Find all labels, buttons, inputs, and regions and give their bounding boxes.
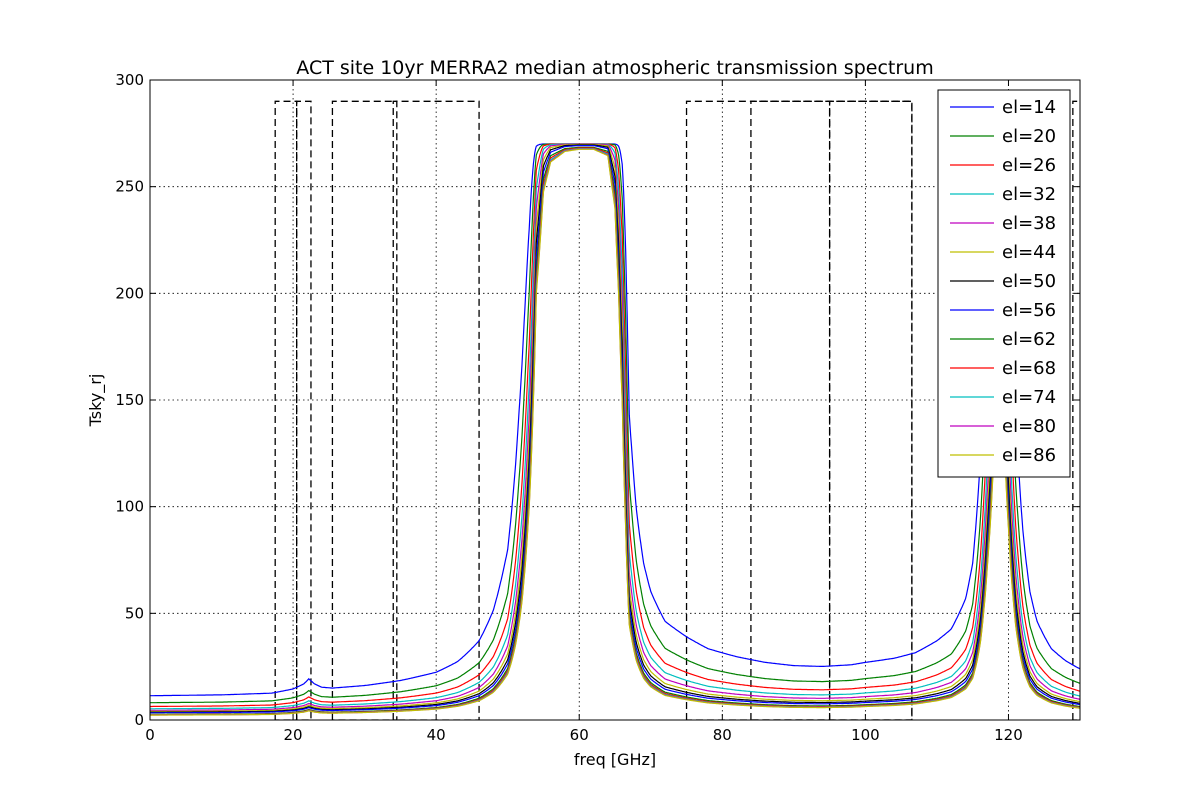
- chart-title: ACT site 10yr MERRA2 median atmospheric …: [296, 57, 933, 79]
- band-boxes: [274, 100, 1080, 720]
- series-line: [150, 143, 1080, 697]
- legend-label: el=62: [1002, 329, 1056, 350]
- axis-ticks: 0 20 40 60 80 100 120 0 50 100 150 200 250 300: [115, 71, 1080, 744]
- series-line: [150, 143, 1080, 710]
- x-tick-label: 40: [427, 726, 446, 744]
- legend-label: el=44: [1002, 242, 1056, 263]
- series-line: [150, 143, 1080, 711]
- band-box: [1072, 100, 1080, 720]
- series-line: [150, 143, 1080, 704]
- series-line: [150, 145, 1080, 714]
- y-tick-label: 100: [115, 498, 144, 516]
- x-tick-label: 60: [570, 726, 589, 744]
- y-tick-label: 250: [115, 178, 144, 196]
- legend: el=14 el=20 el=26 el=32 el=38 el=44 el=50 el=56…: [937, 89, 1071, 478]
- legend-label: el=38: [1002, 213, 1056, 234]
- band-box: [296, 100, 312, 720]
- series-line: [150, 143, 1080, 712]
- x-tick-label: 120: [994, 726, 1023, 744]
- legend-label: el=56: [1002, 300, 1056, 321]
- x-tick-label: 100: [851, 726, 880, 744]
- x-tick-label: 0: [145, 726, 155, 744]
- legend-label: el=20: [1002, 126, 1056, 147]
- legend-label: el=80: [1002, 416, 1056, 437]
- band-box: [750, 100, 913, 720]
- y-tick-label: 150: [115, 391, 144, 409]
- x-tick-label: 80: [713, 726, 732, 744]
- y-axis-label: Tsky_rj: [86, 374, 106, 428]
- legend-label: el=32: [1002, 184, 1056, 205]
- legend-label: el=14: [1002, 97, 1056, 118]
- legend-box: [937, 89, 1071, 478]
- x-tick-label: 20: [284, 726, 303, 744]
- band-box: [392, 100, 480, 720]
- y-tick-label: 300: [115, 71, 144, 89]
- legend-label: el=50: [1002, 271, 1056, 292]
- series-lines: [150, 143, 1080, 716]
- legend-label: el=26: [1002, 155, 1056, 176]
- legend-label: el=86: [1002, 445, 1056, 466]
- legend-label: el=74: [1002, 387, 1056, 408]
- series-line: [150, 148, 1080, 716]
- series-line: [150, 144, 1080, 713]
- y-tick-label: 200: [115, 284, 144, 302]
- y-tick-label: 0: [134, 711, 144, 729]
- y-tick-label: 50: [125, 604, 144, 622]
- x-axis-label: freq [GHz]: [574, 750, 656, 769]
- series-line: [150, 143, 1080, 708]
- legend-label: el=68: [1002, 358, 1056, 379]
- band-box: [828, 100, 913, 720]
